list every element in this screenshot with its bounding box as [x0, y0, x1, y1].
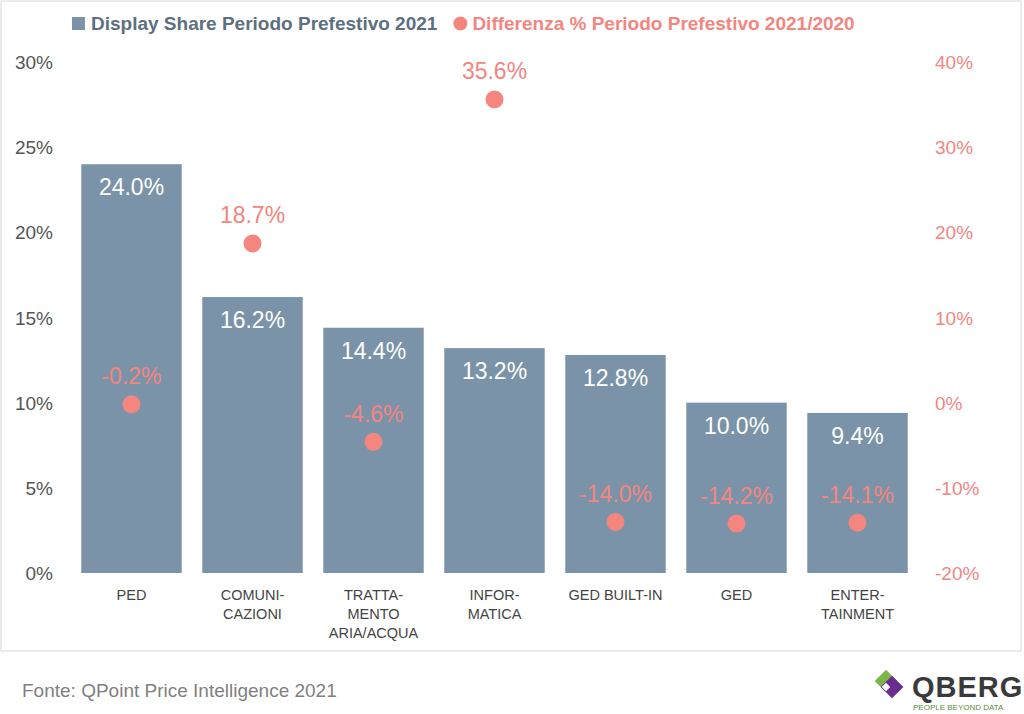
bar-label: 12.8% — [583, 365, 648, 391]
category-label-line: ENTER- — [831, 587, 885, 603]
category-label-line: COMUNI- — [221, 587, 285, 603]
point — [244, 234, 262, 252]
y-tick-label: 15% — [15, 308, 53, 329]
category-label-line: MATICA — [468, 606, 522, 622]
y-tick-label: 0% — [26, 563, 54, 584]
legend-label: Display Share Periodo Prefestivo 2021 — [91, 13, 438, 34]
legend-swatch — [72, 17, 85, 30]
category-label-line: PED — [117, 587, 147, 603]
y-tick-label: 10% — [15, 393, 53, 414]
point — [849, 514, 867, 532]
logo: QBERGPEOPLE BEYOND DATA — [875, 670, 1024, 712]
bar — [565, 355, 665, 573]
bar — [686, 403, 786, 573]
point — [607, 513, 625, 531]
category-label-line: INFOR- — [470, 587, 520, 603]
point-label: 18.7% — [220, 202, 285, 228]
point — [365, 433, 383, 451]
category-label: COMUNI- CAZIONI — [221, 587, 285, 622]
category-label-line: TRATTA- — [344, 587, 403, 603]
logo-tagline: PEOPLE BEYOND DATA — [913, 703, 1004, 712]
category-label-line: GED — [721, 587, 752, 603]
logo-shape — [882, 683, 890, 691]
point-label: -4.6% — [343, 401, 403, 427]
y2-tick-label: -10% — [935, 478, 979, 499]
point-label: -14.1% — [821, 482, 894, 508]
y2-tick-label: 0% — [935, 393, 963, 414]
category-label-line: GED BUILT-IN — [569, 587, 663, 603]
point-label: -0.2% — [101, 363, 161, 389]
chart: 0% 5% 10% 15% 20% 25% 30% -20% -10% 0% 10% 20% 30% 40… — [0, 0, 1024, 714]
y2-tick-label: 30% — [935, 137, 973, 158]
point-label: -14.0% — [579, 481, 652, 507]
y2-tick-label: 20% — [935, 222, 973, 243]
legend-label: Differenza % Periodo Prefestivo 2021/202… — [472, 13, 854, 34]
category-label-line: CAZIONI — [223, 606, 282, 622]
bar-label: 10.0% — [704, 413, 769, 439]
category-label: INFOR- MATICA — [468, 587, 522, 622]
y-tick-label: 25% — [15, 137, 53, 158]
bar — [323, 328, 423, 573]
chart-frame — [1, 1, 1021, 651]
y2-tick-label: -20% — [935, 563, 979, 584]
bar-label: 24.0% — [99, 174, 164, 200]
category-label-line: TAINMENT — [821, 606, 894, 622]
category-label: TRATTA- MENTO ARIA/ACQUA — [329, 587, 419, 641]
bar-label: 14.4% — [341, 338, 406, 364]
category-label-line: MENTO — [347, 606, 399, 622]
point — [123, 395, 141, 413]
point-label: 35.6% — [462, 58, 527, 84]
category-label: GED — [721, 587, 752, 603]
bar-label: 9.4% — [831, 423, 883, 449]
y-tick-label: 30% — [15, 52, 53, 73]
bar — [444, 348, 544, 573]
category-label: PED — [117, 587, 147, 603]
logo-shape — [881, 676, 904, 699]
category-label: GED BUILT-IN — [569, 587, 663, 603]
bar — [81, 164, 181, 573]
y-tick-label: 5% — [26, 478, 54, 499]
marks — [81, 90, 907, 573]
category-label-line: ARIA/ACQUA — [329, 625, 419, 641]
bar — [202, 297, 302, 573]
point-label: -14.2% — [700, 483, 773, 509]
bar-label: 13.2% — [462, 358, 527, 384]
y2-tick-label: 40% — [935, 52, 973, 73]
source: Fonte: QPoint Price Intelligence 2021 — [22, 680, 337, 701]
legend-swatch — [453, 17, 467, 31]
y-tick-label: 20% — [15, 222, 53, 243]
bar — [807, 413, 907, 573]
point — [486, 90, 504, 108]
logo-text: QBERG — [912, 671, 1023, 703]
category-label: ENTER- TAINMENT — [821, 587, 894, 622]
y2-tick-label: 10% — [935, 308, 973, 329]
bar-label: 16.2% — [220, 307, 285, 333]
point — [728, 515, 746, 533]
